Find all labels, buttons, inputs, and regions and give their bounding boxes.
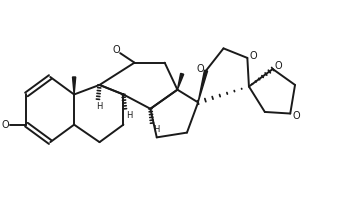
Text: H: H	[126, 111, 132, 120]
Text: O: O	[112, 45, 120, 55]
Text: O: O	[249, 51, 257, 61]
Text: H: H	[96, 102, 102, 111]
Text: O: O	[2, 120, 10, 130]
Polygon shape	[198, 70, 208, 102]
Text: H: H	[153, 125, 159, 134]
Text: O: O	[292, 111, 300, 121]
Polygon shape	[178, 73, 184, 90]
Polygon shape	[73, 77, 76, 94]
Text: O: O	[275, 62, 282, 72]
Text: O: O	[197, 64, 204, 74]
